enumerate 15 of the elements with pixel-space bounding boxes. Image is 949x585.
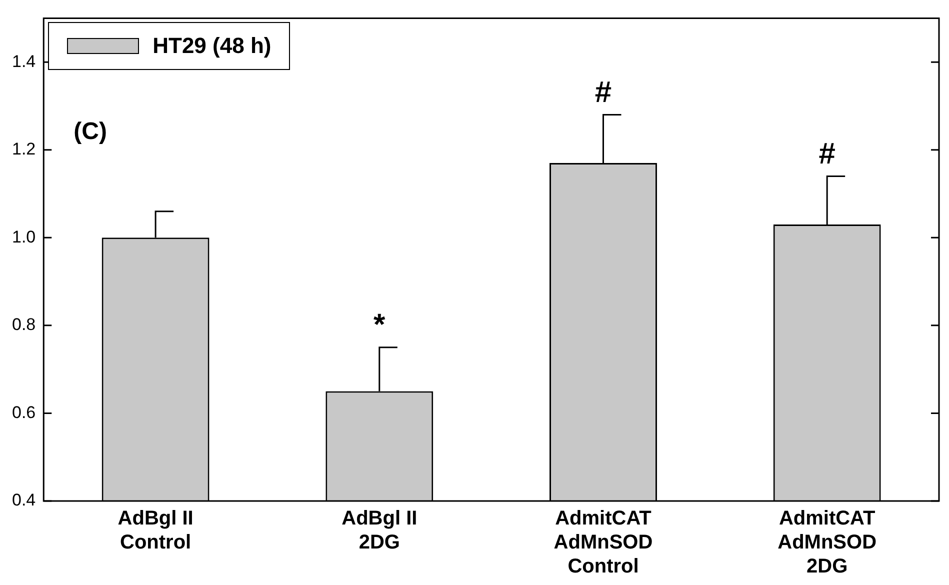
x-tick-label: AdBgl II 2DG (342, 508, 418, 554)
annotation: # (818, 137, 836, 170)
x-tick-label: AdmitCAT AdMnSOD Control (554, 508, 653, 578)
x-tick-label: AdBgl II Control (118, 508, 194, 554)
y-tick-label: 0.8 (12, 315, 36, 334)
annotation: * (374, 308, 386, 342)
y-tick-label: 1.0 (12, 227, 36, 246)
y-tick-label: 0.6 (12, 402, 36, 422)
annotation: # (594, 76, 612, 110)
y-tick-label: 1.4 (12, 52, 36, 71)
annotation: (C) (74, 118, 107, 146)
y-tick-label: 0.4 (12, 490, 36, 510)
y-tick-label: 1.2 (12, 140, 36, 159)
x-tick-label: AdmitCAT AdMnSOD 2DG (778, 508, 877, 578)
legend-label: HT29 (48 h) (152, 33, 272, 60)
